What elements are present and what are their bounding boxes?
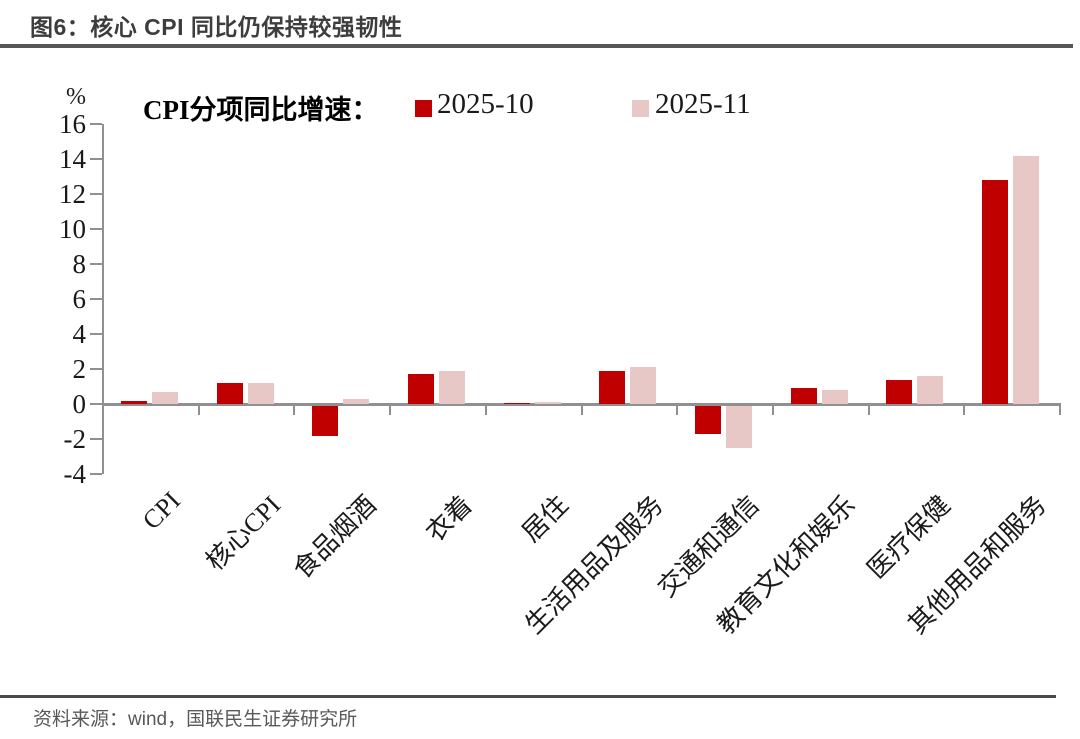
bar (438, 370, 465, 404)
y-tick-label: 16 (59, 109, 86, 139)
legend-swatch-2025-11 (632, 100, 649, 117)
y-tick-mark (90, 438, 102, 440)
y-axis-unit-label: % (66, 84, 86, 110)
y-tick-label: 12 (59, 179, 86, 209)
y-tick-mark (90, 263, 102, 265)
y-tick-mark (90, 403, 102, 405)
x-tick-mark (197, 403, 200, 415)
x-tick-mark (1059, 403, 1061, 415)
y-tick-mark (90, 193, 102, 195)
y-axis-line (102, 124, 104, 474)
x-tick-mark (389, 403, 392, 415)
source-note: 资料来源：wind，国联民生证券研究所 (33, 709, 358, 730)
x-tick-mark (963, 403, 966, 415)
footer-divider (0, 695, 1056, 698)
bar (1013, 155, 1040, 404)
y-tick-mark (90, 228, 102, 230)
figure-title: 图6：核心 CPI 同比仍保持较强韧性 (30, 14, 403, 40)
chart-legend-title: CPI分项同比增速： (143, 95, 379, 125)
bar (726, 406, 753, 448)
y-tick-mark (90, 368, 102, 370)
y-tick-label: 4 (72, 319, 87, 349)
x-category-label: CPI (137, 486, 187, 536)
y-tick-label: 6 (72, 284, 87, 314)
x-tick-mark (293, 403, 296, 415)
y-tick-mark (90, 473, 102, 475)
bar (120, 400, 147, 404)
y-tick-label: 8 (72, 249, 87, 279)
bar (407, 374, 434, 404)
bar (312, 406, 339, 436)
y-tick-label: 2 (72, 354, 87, 384)
bar (630, 367, 657, 404)
bar (917, 376, 944, 404)
bar (790, 388, 817, 404)
legend-swatch-2025-10 (415, 100, 432, 117)
legend-label-2025-11: 2025-11 (655, 88, 751, 120)
bar (982, 180, 1009, 404)
y-tick-mark (90, 298, 102, 300)
bar (886, 379, 913, 404)
x-category-label: 居住 (516, 490, 574, 548)
bar (821, 390, 848, 404)
title-divider (0, 44, 1073, 48)
bar (695, 406, 722, 434)
x-tick-mark (484, 403, 487, 415)
y-tick-label: 14 (59, 144, 86, 174)
x-tick-mark (771, 403, 774, 415)
x-tick-mark (580, 403, 583, 415)
bar (216, 383, 243, 404)
bar (247, 383, 274, 404)
bar (599, 370, 626, 404)
bar (151, 391, 178, 404)
y-tick-label: -4 (63, 459, 87, 489)
x-category-label: 核心CPI (200, 490, 287, 577)
bar (343, 398, 370, 404)
x-tick-mark (867, 403, 870, 415)
bar (503, 403, 530, 405)
x-category-label: 衣着 (420, 490, 478, 548)
x-tick-mark (676, 403, 679, 415)
y-tick-label: 0 (72, 389, 87, 419)
bar (534, 402, 561, 404)
legend-label-2025-10: 2025-10 (437, 88, 534, 120)
y-tick-label: 10 (59, 214, 86, 244)
x-tick-mark (102, 403, 104, 415)
y-tick-label: -2 (63, 424, 87, 454)
y-tick-mark (90, 123, 102, 125)
x-category-label: 食品烟酒 (287, 490, 382, 585)
y-tick-mark (90, 333, 102, 335)
y-tick-mark (90, 158, 102, 160)
